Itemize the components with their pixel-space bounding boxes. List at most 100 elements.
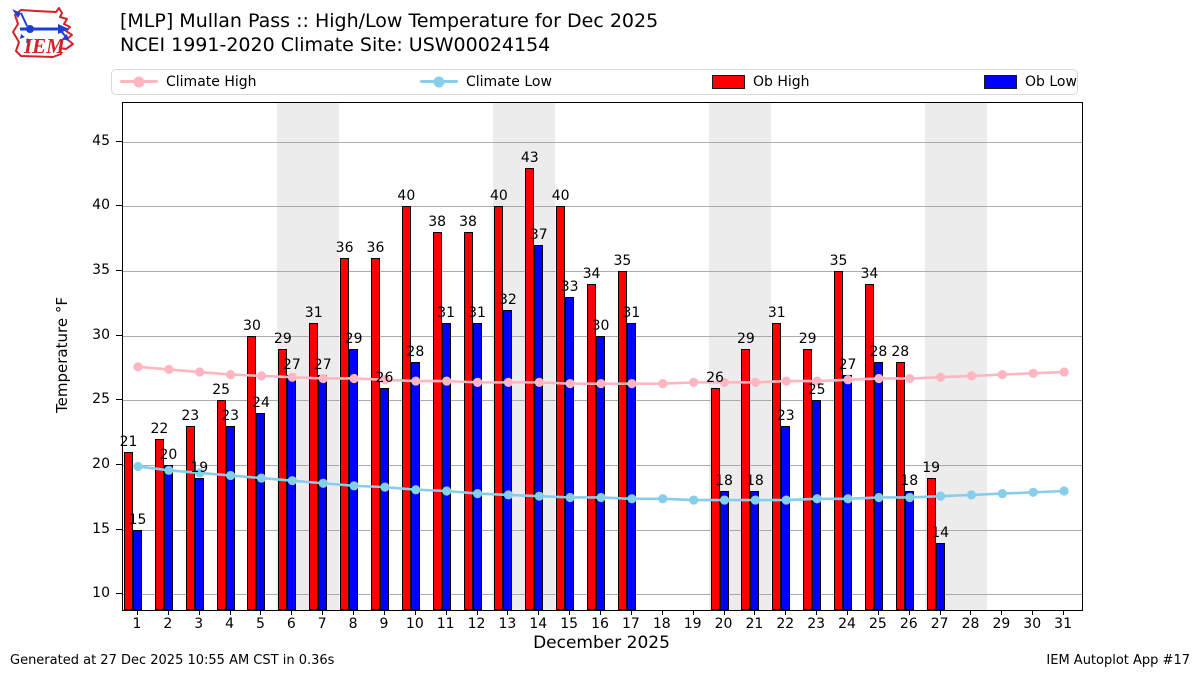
ob-high-value-label: 43 [520, 149, 539, 166]
x-tick-mark [600, 610, 602, 615]
x-tick-label: 12 [467, 616, 486, 632]
ob-low-bar [410, 361, 420, 610]
ob-low-value-label: 20 [159, 447, 178, 464]
x-tick-mark [538, 610, 540, 615]
x-tick-label: 8 [348, 616, 358, 632]
y-tick-mark [116, 528, 122, 530]
x-tick-mark [476, 610, 478, 615]
ob-low-bar [441, 322, 451, 610]
x-tick-mark [723, 610, 725, 615]
ob-low-value-label: 28 [869, 343, 888, 360]
x-tick-mark [1001, 610, 1003, 615]
ob-high-value-label: 23 [181, 408, 200, 425]
x-tick-mark [1032, 610, 1034, 615]
ob-high-bar [710, 387, 720, 610]
ob-high-bar [494, 206, 504, 610]
x-tick-label: 20 [714, 616, 733, 632]
ob-low-value-label: 18 [745, 473, 764, 489]
ob-low-bar [843, 374, 852, 610]
ob-high-value-label: 40 [490, 188, 508, 205]
ob-high-value-label: 35 [829, 253, 848, 270]
ob-low-bar [626, 322, 636, 610]
ob-high-bar [926, 478, 936, 610]
climate-low-marker [658, 494, 668, 504]
ob-high-value-label: 40 [397, 188, 416, 205]
ob-low-value-label: 27 [313, 356, 332, 373]
ob-low-value-label: 18 [900, 473, 919, 489]
x-tick-mark [785, 610, 787, 615]
x-tick-mark [137, 610, 138, 615]
x-tick-label: 18 [652, 616, 671, 632]
climate-low-line-icon [420, 76, 458, 87]
climate-high-marker [781, 376, 791, 386]
y-axis-ticks: 10 15 20 25 30 35 40 45 [66, 102, 122, 611]
ob-low-value-label: 26 [375, 369, 394, 386]
y-tick-label: 25 [92, 391, 110, 408]
ob-high-bar [124, 452, 133, 610]
x-tick-label: 14 [529, 616, 548, 632]
ob-low-value-label: 30 [591, 317, 610, 334]
ob-high-bar [463, 232, 473, 610]
ob-high-bar [432, 232, 442, 610]
climate-high-marker [1059, 367, 1069, 377]
ob-low-value-label: 27 [282, 356, 301, 373]
ob-high-value-label: 36 [335, 240, 354, 257]
ob-high-value-label: 38 [428, 214, 447, 231]
y-tick-mark [116, 399, 122, 401]
y-tick-label: 15 [92, 520, 110, 537]
ob-low-bar [318, 374, 328, 610]
legend-label: Climate High [166, 73, 257, 90]
ob-high-bar [247, 335, 257, 610]
y-tick-mark [116, 334, 122, 336]
legend: Climate High Climate Low Ob High Ob Low [111, 69, 1078, 95]
x-tick-label: 23 [807, 616, 826, 632]
x-tick-label: 27 [930, 616, 949, 632]
weather-vane-icon [12, 9, 69, 43]
ob-high-bar [340, 258, 350, 610]
ob-low-bar [873, 361, 883, 610]
ob-high-value-label: 29 [273, 330, 292, 347]
ob-low-bar [194, 478, 204, 610]
ob-high-bar [154, 439, 164, 610]
ob-high-value-label: 34 [860, 266, 879, 283]
ob-low-bar [904, 491, 914, 610]
x-tick-mark [692, 610, 694, 615]
ob-low-value-label: 28 [406, 343, 425, 360]
legend-label: Climate Low [466, 73, 552, 90]
ob-high-bar [401, 206, 411, 610]
x-tick-label: 2 [163, 616, 173, 632]
y-tick-label: 35 [92, 262, 110, 279]
ob-high-bar [185, 426, 195, 610]
ob-low-value-label: 37 [529, 227, 548, 244]
x-tick-mark [877, 610, 879, 615]
ob-low-bar [225, 426, 235, 610]
x-tick-mark [445, 610, 447, 615]
y-tick-mark [116, 270, 122, 272]
y-tick-mark [116, 464, 122, 466]
ob-low-value-label: 31 [622, 304, 641, 321]
x-tick-mark [291, 610, 293, 615]
ob-high-value-label: 35 [613, 253, 632, 270]
legend-item-ob-high: Ob High [712, 70, 810, 93]
x-tick-mark [414, 610, 416, 615]
ob-high-value-label: 22 [150, 421, 169, 438]
climate-high-marker [658, 379, 668, 389]
gridline [123, 271, 1082, 273]
ob-low-bar [719, 491, 729, 610]
climate-low-marker [133, 461, 143, 472]
iem-logo: IEM [12, 7, 74, 58]
ob-high-value-label: 31 [767, 304, 786, 321]
ob-low-swatch-icon [984, 74, 1017, 89]
ob-low-bar [596, 335, 606, 610]
x-tick-mark [754, 610, 756, 615]
climate-low-marker [1059, 486, 1069, 496]
ob-low-value-label: 18 [715, 473, 733, 489]
y-tick-label: 20 [92, 456, 110, 473]
ob-high-value-label: 19 [922, 460, 941, 477]
ob-high-bar [556, 206, 566, 610]
ob-low-value-label: 19 [190, 460, 209, 477]
x-tick-mark [167, 610, 169, 615]
ob-low-value-label: 25 [807, 382, 826, 399]
ob-high-value-label: 21 [119, 434, 138, 451]
